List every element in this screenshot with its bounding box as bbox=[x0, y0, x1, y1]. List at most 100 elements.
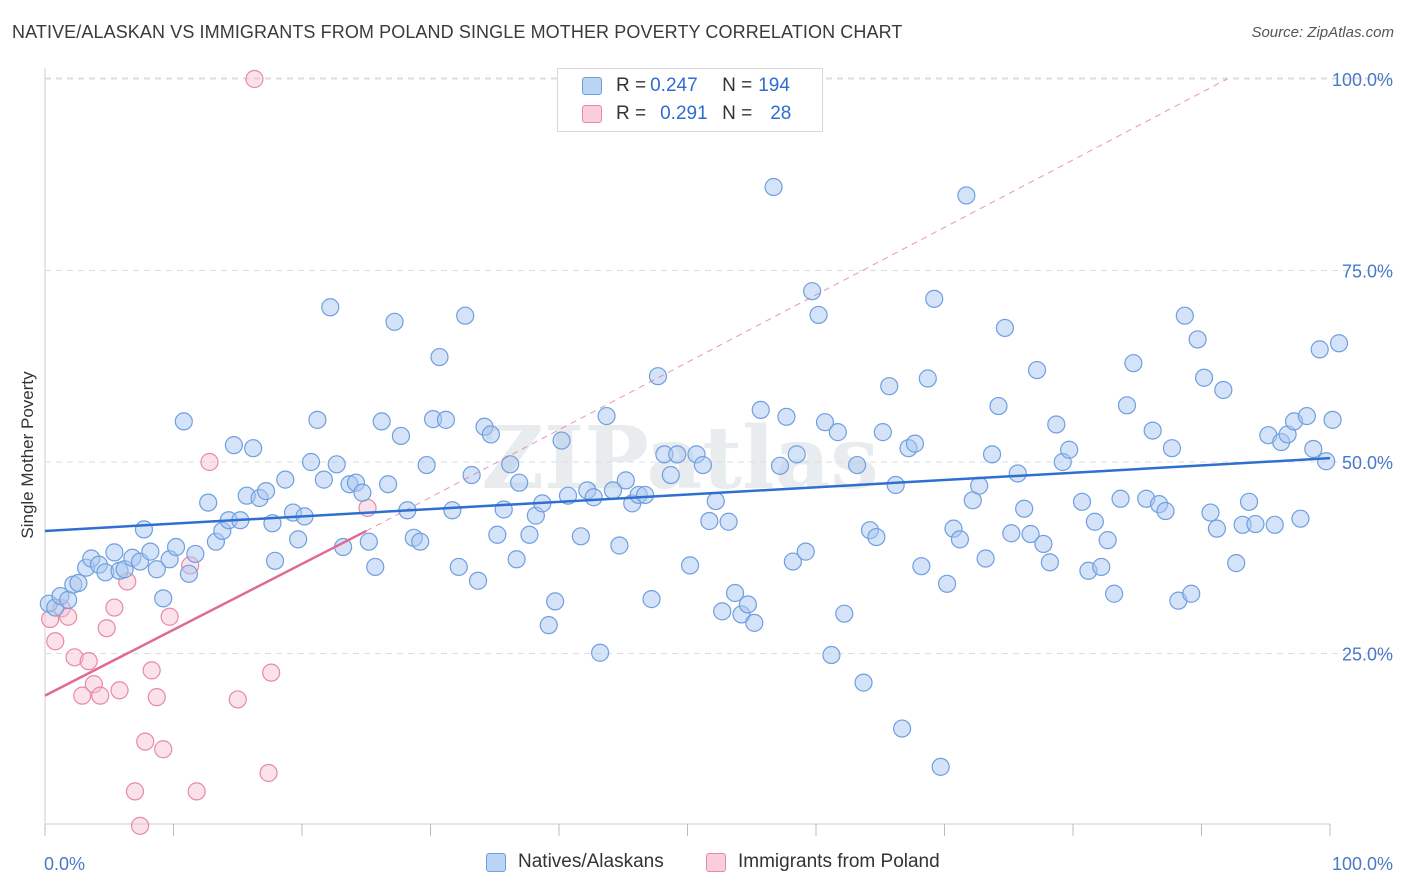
r-label: R = bbox=[616, 103, 647, 124]
data-point-natives bbox=[918, 369, 937, 388]
data-point-natives bbox=[751, 400, 770, 420]
data-point-natives bbox=[1182, 584, 1201, 603]
n-label: N = bbox=[722, 103, 753, 124]
data-point-natives bbox=[166, 537, 186, 557]
data-point-natives bbox=[1008, 464, 1027, 483]
data-point-natives bbox=[366, 557, 385, 577]
data-point-natives bbox=[809, 305, 828, 325]
data-point-natives bbox=[546, 592, 565, 611]
data-point-natives bbox=[147, 560, 166, 579]
data-point-poland bbox=[160, 607, 179, 626]
data-point-natives bbox=[174, 412, 193, 431]
data-point-natives bbox=[796, 542, 815, 561]
data-point-natives bbox=[59, 590, 78, 609]
data-point-natives bbox=[925, 289, 944, 308]
chart-title: NATIVE/ALASKAN VS IMMIGRANTS FROM POLAND… bbox=[12, 22, 903, 42]
data-point-natives bbox=[1105, 584, 1124, 603]
y-tick-label: 100.0% bbox=[1332, 70, 1393, 90]
data-point-natives bbox=[642, 590, 661, 609]
data-point-natives bbox=[1021, 524, 1040, 544]
data-point-poland bbox=[136, 732, 155, 751]
data-point-natives bbox=[327, 455, 346, 474]
data-point-natives bbox=[1002, 524, 1021, 543]
series-immigrants-from-poland bbox=[41, 69, 377, 835]
pink-swatch bbox=[582, 105, 602, 123]
data-point-natives bbox=[449, 557, 468, 577]
data-point-natives bbox=[1175, 306, 1194, 325]
y-tick-label: 25.0% bbox=[1342, 645, 1393, 665]
data-point-natives bbox=[1304, 439, 1323, 459]
data-point-natives bbox=[276, 470, 295, 489]
data-point-natives bbox=[982, 445, 1002, 464]
data-point-natives bbox=[892, 719, 912, 738]
data-point-natives bbox=[1329, 334, 1349, 353]
data-point-natives bbox=[770, 456, 790, 475]
data-point-natives bbox=[199, 493, 218, 512]
y-tick-label: 50.0% bbox=[1342, 453, 1393, 473]
data-point-natives bbox=[867, 527, 886, 547]
data-point-natives bbox=[783, 552, 802, 571]
data-point-natives bbox=[1092, 557, 1111, 577]
data-point-natives bbox=[224, 436, 243, 455]
data-point-natives bbox=[597, 406, 616, 426]
data-point-natives bbox=[1317, 452, 1336, 471]
data-point-natives bbox=[738, 595, 757, 614]
x-tick-label: 100.0% bbox=[1332, 854, 1393, 874]
data-point-natives bbox=[314, 470, 333, 489]
trend-extension-poland bbox=[366, 78, 1228, 532]
data-point-natives bbox=[510, 473, 529, 492]
blue-swatch bbox=[486, 852, 506, 872]
data-point-natives bbox=[462, 465, 481, 485]
data-point-poland bbox=[154, 740, 173, 759]
data-point-natives bbox=[1227, 554, 1246, 573]
source-credit: Source: ZipAtlas.com bbox=[1251, 24, 1394, 41]
data-point-natives bbox=[803, 282, 822, 301]
data-point-natives bbox=[700, 511, 719, 531]
n-value: 28 bbox=[770, 103, 792, 124]
data-point-natives bbox=[69, 573, 88, 593]
data-point-poland bbox=[79, 652, 98, 671]
data-point-natives bbox=[787, 445, 806, 464]
tick-labels: 25.0% 50.0% 75.0% 100.0% 0.0% 100.0% bbox=[44, 70, 1393, 874]
regression-lines bbox=[44, 78, 1331, 697]
data-point-natives bbox=[1124, 354, 1143, 373]
legend-item-poland: Immigrants from Poland bbox=[706, 851, 940, 873]
n-value: 194 bbox=[758, 75, 790, 96]
data-point-natives bbox=[105, 543, 124, 562]
data-point-poland bbox=[130, 816, 150, 835]
data-point-natives bbox=[179, 564, 199, 583]
legend-item-natives: Natives/Alaskans bbox=[486, 851, 664, 873]
n-label: N = bbox=[722, 75, 753, 96]
series-legend: Natives/Alaskans Immigrants from Poland bbox=[0, 851, 1406, 877]
data-point-poland bbox=[228, 690, 247, 709]
data-point-natives bbox=[937, 574, 957, 593]
data-point-poland bbox=[84, 675, 103, 694]
pink-swatch bbox=[706, 852, 726, 872]
data-point-natives bbox=[713, 602, 732, 621]
x-tick-label: 0.0% bbox=[44, 854, 85, 874]
data-point-natives bbox=[693, 455, 713, 475]
data-point-natives bbox=[995, 318, 1014, 338]
data-point-natives bbox=[1265, 515, 1284, 534]
data-point-poland bbox=[259, 763, 278, 783]
data-point-natives bbox=[443, 501, 462, 520]
data-point-poland bbox=[245, 69, 264, 89]
data-point-natives bbox=[359, 532, 378, 551]
data-point-poland bbox=[91, 686, 110, 705]
data-point-natives bbox=[989, 396, 1008, 416]
data-point-natives bbox=[256, 482, 276, 501]
data-point-natives bbox=[584, 488, 603, 507]
data-point-natives bbox=[745, 613, 764, 632]
data-point-natives bbox=[1207, 519, 1227, 538]
legend-label: Natives/Alaskans bbox=[518, 851, 664, 872]
data-point-natives bbox=[289, 530, 308, 549]
data-point-natives bbox=[828, 423, 847, 442]
data-point-natives bbox=[1310, 340, 1329, 359]
data-point-natives bbox=[1034, 534, 1053, 554]
data-point-natives bbox=[822, 645, 841, 665]
data-point-poland bbox=[187, 782, 206, 801]
r-label: R = bbox=[616, 75, 647, 96]
data-point-natives bbox=[481, 425, 500, 444]
data-point-natives bbox=[854, 673, 873, 692]
